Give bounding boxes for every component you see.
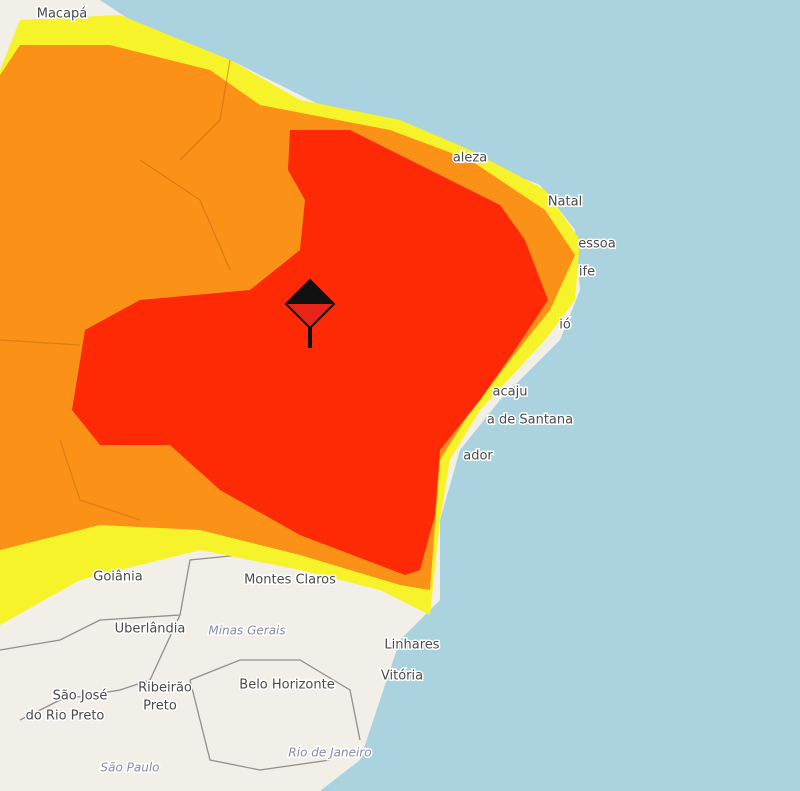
city-label: Macapá <box>37 7 88 22</box>
city-label: Goiânia <box>93 570 142 585</box>
city-label: do Rio Preto <box>26 709 105 724</box>
marker-top <box>286 280 334 304</box>
region-label: Rio de Janeiro <box>288 746 371 760</box>
city-label: essoa <box>578 237 615 252</box>
city-label: Montes Claros <box>244 573 336 588</box>
city-label: ador <box>463 449 493 464</box>
labels: Macapá aleza Natal essoa ife ió acaju a de Sant… <box>24 5 617 776</box>
state-border <box>0 59 231 521</box>
city-label: Uberlândia <box>115 622 186 637</box>
city-label: Ribeirão <box>138 681 192 696</box>
region-label: Minas Gerais <box>208 624 285 638</box>
city-label: Vitória <box>381 669 423 684</box>
city-label: Natal <box>548 195 582 210</box>
city-label: acaju <box>493 385 528 400</box>
region-label: São Paulo <box>101 761 160 775</box>
city-label: Preto <box>143 699 177 714</box>
city-label: ió <box>559 318 571 333</box>
city-label: aleza <box>453 151 487 166</box>
city-label: Linhares <box>384 638 439 653</box>
city-label: ife <box>579 265 595 280</box>
city-label: Belo Horizonte <box>239 678 334 693</box>
city-label: São José <box>53 689 108 704</box>
state-border <box>0 554 361 771</box>
alert-red <box>72 130 548 575</box>
city-label: a de Santana <box>487 413 573 428</box>
alert-marker[interactable] <box>284 278 336 348</box>
